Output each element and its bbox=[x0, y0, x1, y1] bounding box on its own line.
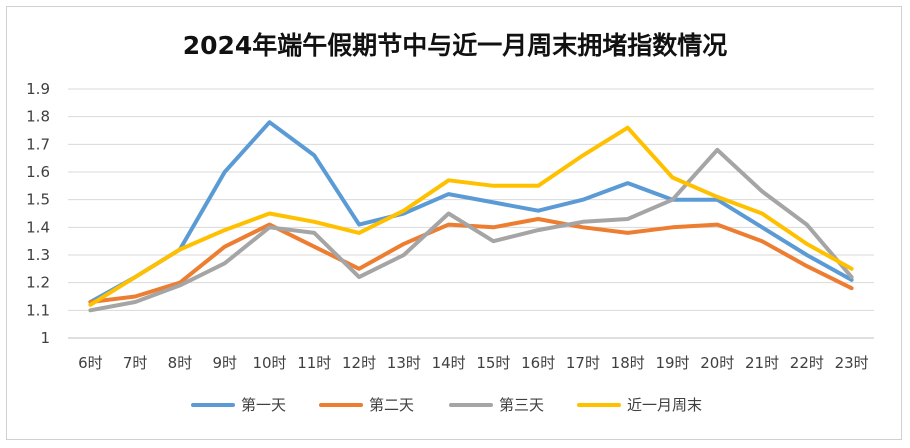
x-tick-label: 22时 bbox=[790, 354, 824, 372]
x-tick-label: 19时 bbox=[655, 354, 689, 372]
legend-label: 第二天 bbox=[369, 396, 414, 414]
legend-label: 第一天 bbox=[241, 396, 286, 414]
series-line bbox=[88, 217, 854, 304]
series-line bbox=[88, 120, 854, 304]
y-tick-label: 1.5 bbox=[26, 191, 50, 209]
series-line bbox=[88, 125, 854, 307]
x-tick-label: 18时 bbox=[611, 354, 645, 372]
x-tick-label: 21时 bbox=[745, 354, 779, 372]
legend-label: 近一月周末 bbox=[627, 396, 702, 414]
chart-title: 2024年端午假期节中与近一月周末拥堵指数情况 bbox=[182, 31, 728, 60]
y-tick-label: 1.3 bbox=[26, 246, 50, 264]
x-tick-label: 23时 bbox=[835, 354, 869, 372]
legend-label: 第三天 bbox=[499, 396, 544, 414]
y-tick-label: 1.9 bbox=[26, 80, 50, 98]
x-tick-label: 20时 bbox=[700, 354, 734, 372]
x-tick-label: 15时 bbox=[476, 354, 510, 372]
x-tick-label: 13时 bbox=[387, 354, 421, 372]
x-tick-label: 12时 bbox=[342, 354, 376, 372]
x-tick-label: 7时 bbox=[123, 354, 148, 372]
y-tick-label: 1.6 bbox=[26, 163, 50, 181]
y-tick-label: 1 bbox=[40, 329, 50, 347]
y-tick-label: 1.7 bbox=[26, 135, 50, 153]
y-tick-label: 1.1 bbox=[26, 301, 50, 319]
x-tick-label: 10时 bbox=[252, 354, 286, 372]
x-tick-label: 17时 bbox=[566, 354, 600, 372]
x-tick-label: 6时 bbox=[78, 354, 103, 372]
y-tick-label: 1.4 bbox=[26, 218, 50, 236]
x-tick-label: 9时 bbox=[212, 354, 237, 372]
x-tick-label: 11时 bbox=[297, 354, 331, 372]
x-tick-label: 14时 bbox=[432, 354, 466, 372]
y-tick-label: 1.8 bbox=[26, 108, 50, 126]
x-tick-label: 8时 bbox=[168, 354, 193, 372]
series-line bbox=[88, 147, 854, 313]
x-tick-label: 16时 bbox=[521, 354, 555, 372]
y-tick-label: 1.2 bbox=[26, 274, 50, 292]
